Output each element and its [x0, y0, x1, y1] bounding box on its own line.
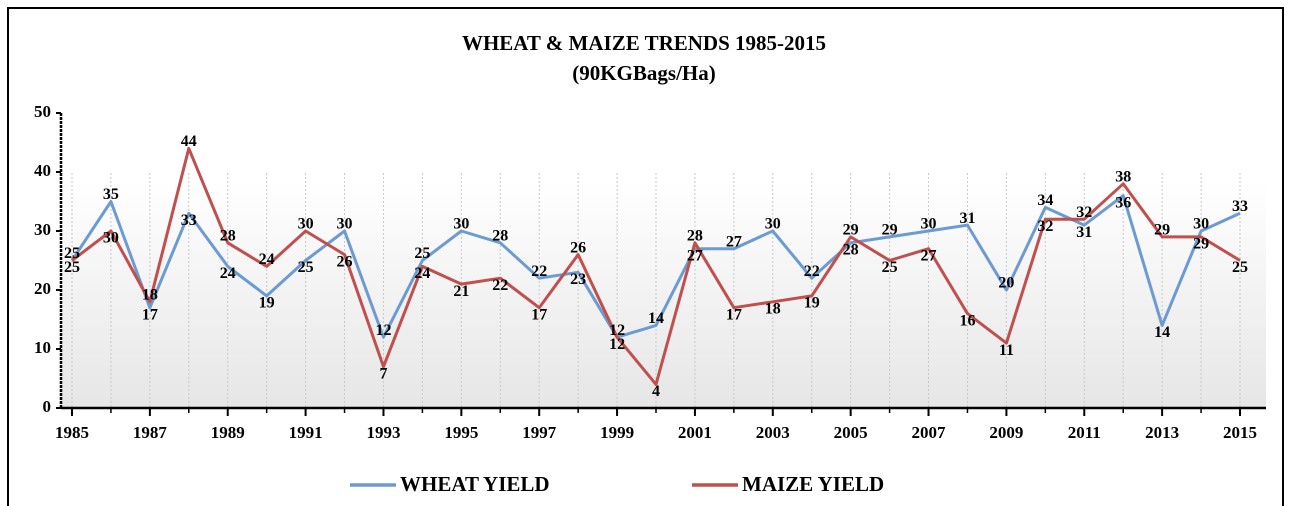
data-label: 30: [765, 216, 781, 233]
x-tick-label: 1995: [444, 423, 478, 442]
data-label: 17: [726, 306, 742, 323]
data-label: 20: [998, 275, 1014, 292]
legend-label: WHEAT YIELD: [400, 472, 550, 496]
x-tick-label: 1997: [522, 423, 557, 442]
x-tick-label: 2009: [989, 423, 1023, 442]
x-tick-label: 2003: [756, 423, 790, 442]
data-label: 22: [531, 263, 547, 280]
data-label: 26: [337, 253, 353, 270]
data-label: 31: [1076, 224, 1092, 241]
data-label: 12: [375, 322, 391, 339]
data-label: 22: [804, 263, 820, 280]
y-tick-label: 40: [34, 161, 51, 180]
data-label: 25: [298, 259, 314, 276]
data-label: 31: [959, 210, 975, 227]
data-label: 33: [181, 212, 197, 229]
x-tick-label: 1987: [133, 423, 168, 442]
y-tick-label: 0: [43, 397, 52, 416]
y-tick-label: 30: [34, 220, 51, 239]
data-label: 24: [220, 265, 236, 282]
data-label: 33: [1232, 198, 1248, 215]
data-label: 30: [103, 230, 119, 247]
x-tick-label: 1993: [366, 423, 400, 442]
x-tick-label: 1999: [600, 423, 634, 442]
data-label: 17: [142, 306, 158, 323]
data-label: 28: [687, 227, 703, 244]
data-label: 25: [414, 245, 430, 262]
x-tick-label: 2013: [1145, 423, 1179, 442]
data-label: 30: [921, 216, 937, 233]
data-label: 23: [570, 271, 586, 288]
x-tick-label: 1991: [289, 423, 323, 442]
data-label: 19: [259, 295, 275, 312]
data-label: 29: [1193, 236, 1209, 253]
data-label: 27: [726, 233, 742, 250]
data-label: 14: [648, 310, 664, 327]
data-label: 26: [570, 239, 586, 256]
data-label: 27: [687, 247, 703, 264]
data-label: 35: [103, 186, 119, 203]
data-label: 11: [999, 342, 1014, 359]
data-label: 19: [804, 295, 820, 312]
data-label: 32: [1076, 204, 1092, 221]
x-tick-label: 2011: [1068, 423, 1101, 442]
y-tick-label: 50: [34, 102, 51, 121]
data-label: 22: [492, 277, 508, 294]
data-label: 28: [843, 241, 859, 258]
x-tick-label: 2001: [678, 423, 712, 442]
data-label: 28: [220, 227, 236, 244]
data-label: 24: [259, 251, 275, 268]
data-label: 36: [1115, 194, 1131, 211]
y-tick-label: 10: [34, 338, 51, 357]
x-tick-label: 1985: [55, 423, 89, 442]
frame: [7, 7, 1284, 506]
data-label: 21: [453, 283, 469, 300]
data-label: 28: [492, 227, 508, 244]
data-label: 18: [142, 286, 158, 303]
x-tick-label: 2015: [1223, 423, 1257, 442]
data-label: 25: [64, 259, 80, 276]
data-label: 18: [765, 300, 781, 317]
series-line: [71, 146, 1241, 386]
data-label: 27: [921, 247, 937, 264]
data-label: 30: [453, 216, 469, 233]
data-label: 7: [379, 365, 387, 382]
data-label: 12: [609, 322, 625, 339]
data-label: 24: [414, 265, 430, 282]
data-label: 30: [337, 216, 353, 233]
data-label: 14: [1154, 324, 1170, 341]
data-label: 25: [64, 245, 80, 262]
series-line: [70, 194, 1241, 339]
data-label: 17: [531, 306, 547, 323]
chart-subtitle: (90KGBags/Ha): [572, 61, 716, 85]
data-label: 34: [1037, 192, 1053, 209]
data-label: 32: [1037, 218, 1053, 235]
data-label: 25: [1232, 259, 1248, 276]
data-label: 38: [1115, 168, 1131, 185]
x-tick-label: 2005: [834, 423, 868, 442]
data-label: 12: [609, 336, 625, 353]
data-label: 29: [843, 222, 859, 239]
x-tick-label: 2007: [912, 423, 947, 442]
data-label: 25: [882, 259, 898, 276]
data-label: 29: [882, 222, 898, 239]
data-label: 4: [652, 383, 660, 400]
data-label: 29: [1154, 222, 1170, 239]
y-tick-label: 20: [34, 279, 51, 298]
x-tick-label: 1989: [211, 423, 245, 442]
data-label: 30: [1193, 216, 1209, 233]
chart-title: WHEAT & MAIZE TRENDS 1985-2015: [462, 31, 826, 55]
legend-label: MAIZE YIELD: [742, 472, 884, 496]
data-label: 44: [181, 133, 197, 150]
data-label: 16: [959, 312, 975, 329]
data-label: 30: [298, 216, 314, 233]
